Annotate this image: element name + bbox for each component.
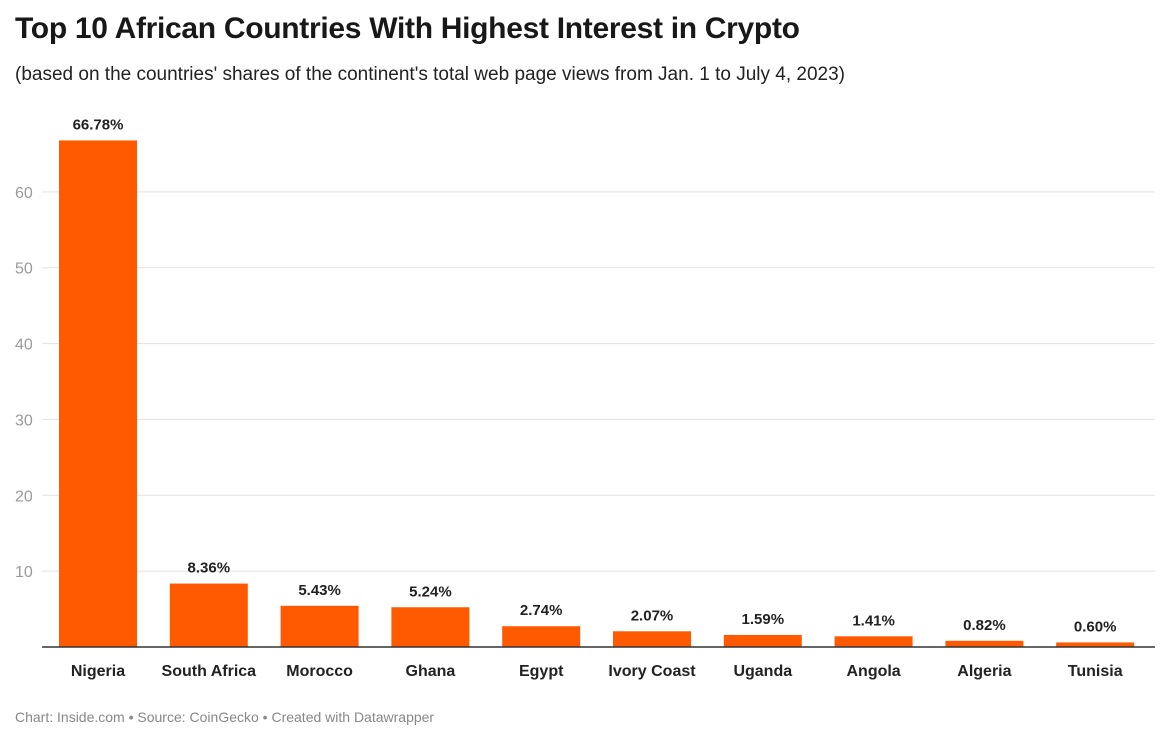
bar — [59, 140, 137, 647]
bar — [945, 640, 1024, 647]
category-label: Angola — [846, 663, 900, 680]
category-label: Algeria — [957, 663, 1011, 680]
category-label: Ghana — [406, 663, 456, 680]
chart-footer: Chart: Inside.com • Source: CoinGecko • … — [15, 709, 435, 725]
chart-title: Top 10 African Countries With Highest In… — [15, 12, 800, 45]
y-tick-label: 50 — [15, 261, 33, 278]
bar-value-label: 5.24% — [409, 583, 452, 600]
category-label: Morocco — [286, 663, 353, 680]
category-label: Egypt — [519, 663, 564, 680]
category-labels: Nigeria South Africa Morocco Ghana Egypt Ivor… — [71, 663, 1123, 680]
category-label: Ivory Coast — [608, 663, 696, 680]
bar — [834, 636, 913, 647]
chart-subtitle: (based on the countries' shares of the c… — [15, 64, 846, 85]
bar — [502, 626, 581, 647]
category-label: Tunisia — [1068, 663, 1123, 680]
bars — [59, 140, 1135, 647]
y-axis-ticks: 10 20 30 40 50 60 — [15, 185, 33, 581]
bar — [613, 631, 691, 647]
category-label: Nigeria — [71, 663, 125, 680]
bar-value-label: 2.07% — [631, 607, 674, 624]
y-tick-label: 60 — [15, 185, 33, 202]
bar-value-label: 5.43% — [298, 582, 341, 599]
bar-value-label: 0.60% — [1074, 618, 1117, 635]
y-tick-label: 20 — [15, 488, 33, 505]
bar-value-label: 1.41% — [852, 612, 895, 629]
grid-lines — [42, 191, 1155, 572]
bar-value-label: 1.59% — [742, 611, 785, 628]
y-tick-label: 30 — [15, 412, 33, 429]
bar — [1056, 642, 1135, 647]
category-label: Uganda — [733, 663, 792, 680]
bar — [280, 605, 359, 647]
category-label: South Africa — [162, 663, 257, 680]
bar — [723, 634, 802, 647]
bar-value-label: 8.36% — [188, 560, 231, 577]
bar-value-label: 66.78% — [73, 116, 124, 133]
bar-value-label: 2.74% — [520, 602, 563, 619]
bar — [169, 583, 248, 647]
y-tick-label: 10 — [15, 564, 33, 581]
bar — [391, 607, 470, 647]
value-labels: 66.78% 8.36% 5.43% 5.24% 2.74% 2.07% 1.59% 1.41… — [73, 116, 1117, 635]
y-tick-label: 40 — [15, 337, 33, 354]
bar-value-label: 0.82% — [963, 617, 1006, 634]
